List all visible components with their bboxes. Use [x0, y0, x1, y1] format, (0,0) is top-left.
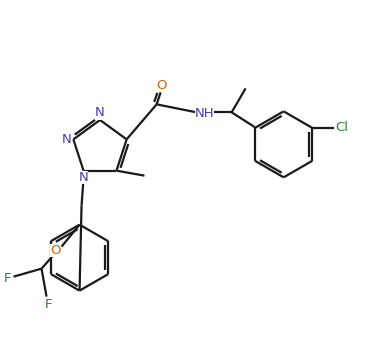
Text: O: O — [50, 244, 61, 257]
Text: N: N — [79, 171, 88, 184]
Text: F: F — [45, 298, 52, 311]
Text: Cl: Cl — [336, 121, 349, 134]
Text: O: O — [156, 79, 167, 92]
Text: NH: NH — [195, 107, 214, 120]
Text: N: N — [95, 107, 105, 120]
Text: N: N — [62, 133, 71, 146]
Text: F: F — [4, 272, 11, 285]
